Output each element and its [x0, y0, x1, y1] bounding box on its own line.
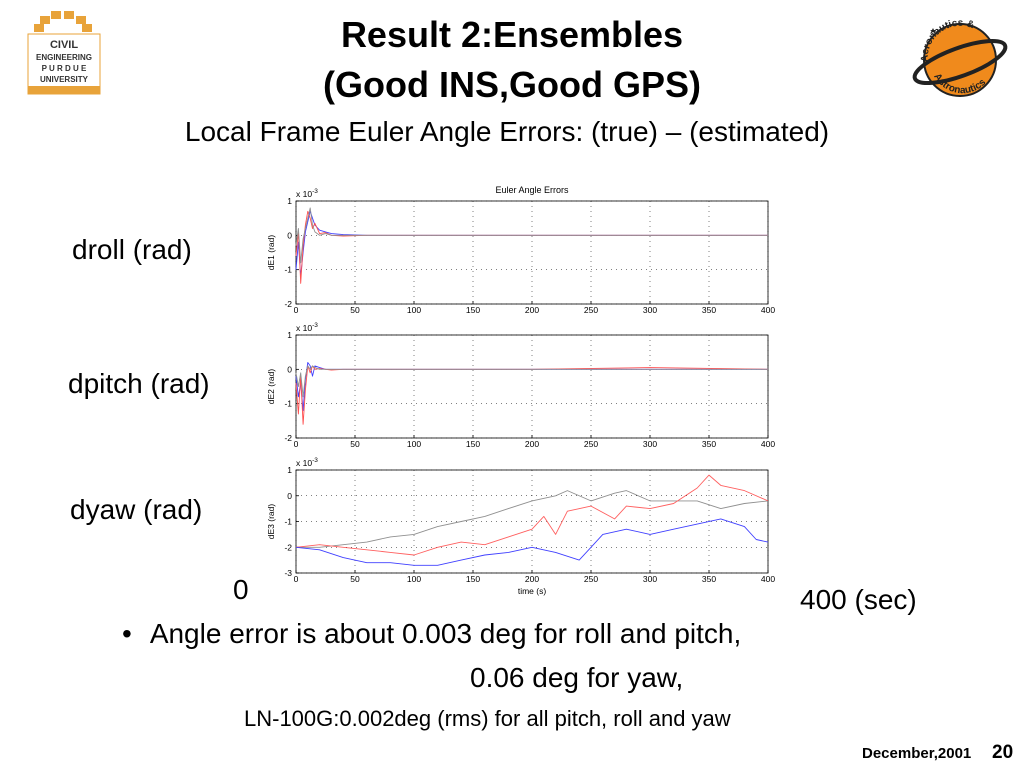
ln100g-note: LN-100G:0.002deg (rms) for all pitch, ro… [244, 706, 731, 731]
x-tick-label: 50 [350, 305, 360, 315]
x-tick-label: 0 [294, 439, 299, 449]
y-tick-label: 0 [287, 364, 292, 374]
x-tick-label: 150 [466, 305, 480, 315]
chart-title: Euler Angle Errors [495, 185, 569, 195]
logo-line-1: CIVIL [50, 39, 78, 51]
bullet-text: Angle error is about 0.003 deg for roll … [149, 618, 742, 649]
x-tick-label: 350 [702, 305, 716, 315]
y-axis-label: dE1 (rad) [266, 235, 276, 271]
x-tick-label: 200 [525, 439, 539, 449]
y-tick-label: -2 [284, 299, 292, 309]
exponent-label: x 10-3 [296, 457, 318, 468]
x-tick-label: 200 [525, 574, 539, 584]
slide-title-line-1: Result 2:Ensembles [340, 14, 684, 55]
civil-engineering-purdue-logo: CIVIL ENGINEERING P U R D U E UNIVERSITY [27, 11, 101, 95]
logo-arch [34, 11, 92, 32]
y-axis-label: dE2 (rad) [266, 369, 276, 405]
x-tick-label: 200 [525, 305, 539, 315]
y-tick-label: 0 [287, 230, 292, 240]
bullet-item: • Angle error is about 0.003 deg for roll… [122, 618, 741, 650]
slide-subtitle: Local Frame Euler Angle Errors: (true) –… [184, 116, 830, 147]
y-tick-label: 1 [287, 465, 292, 475]
bullet-dot-icon: • [122, 618, 132, 649]
y-tick-label: -2 [284, 542, 292, 552]
x-tick-label: 150 [466, 439, 480, 449]
x-tick-label: 250 [584, 439, 598, 449]
x-tick-label: 50 [350, 574, 360, 584]
y-tick-label: 1 [287, 196, 292, 206]
y-axis-label: dE3 (rad) [266, 504, 276, 540]
y-tick-label: -1 [284, 265, 292, 275]
y-tick-label: -3 [284, 568, 292, 578]
time-start-label: 0 [233, 574, 249, 605]
y-tick-label: -1 [284, 517, 292, 527]
x-tick-label: 300 [643, 574, 657, 584]
x-tick-label: 350 [702, 574, 716, 584]
droll-label: droll (rad) [72, 234, 192, 265]
x-tick-label: 250 [584, 574, 598, 584]
x-tick-label: 300 [643, 305, 657, 315]
series-line-2 [295, 474, 769, 556]
y-tick-label: 1 [287, 330, 292, 340]
x-tick-label: 400 [761, 574, 775, 584]
series-line-3 [295, 365, 768, 398]
x-tick-label: 400 [761, 439, 775, 449]
aeronautics-astronautics-logo: Aeronautics & Astronautics [912, 18, 1008, 97]
subplot-3: 0 50 100 150 200 250 300 350 400 -3 -2 -1 0 1 x 10-3 dE… [266, 457, 775, 596]
x-tick-label: 350 [702, 439, 716, 449]
dpitch-label: dpitch (rad) [68, 368, 210, 399]
series-line-3 [295, 207, 768, 264]
exponent-label: x 10-3 [296, 188, 318, 199]
y-tick-label: -1 [284, 399, 292, 409]
x-tick-label: 100 [407, 305, 421, 315]
x-tick-label: 150 [466, 574, 480, 584]
slide-title-line-2: (Good INS,Good GPS) [323, 64, 701, 105]
logo-line-3: P U R D U E [42, 64, 87, 73]
x-tick-label: 300 [643, 439, 657, 449]
x-tick-label: 100 [407, 439, 421, 449]
x-tick-label: 0 [294, 305, 299, 315]
series-line-1 [296, 490, 769, 548]
bullet-continuation: 0.06 deg for yaw, [470, 662, 684, 693]
page-number: 20 [992, 742, 1014, 763]
y-tick-label: -2 [284, 433, 292, 443]
dyaw-label: dyaw (rad) [70, 494, 203, 525]
x-tick-label: 250 [584, 305, 598, 315]
logo-line-2: ENGINEERING [36, 53, 92, 62]
time-end-label: 400 (sec) [800, 584, 917, 615]
x-tick-label: 50 [350, 439, 360, 449]
star-icon [930, 28, 936, 34]
x-tick-label: 400 [761, 305, 775, 315]
x-axis-label: time (s) [518, 586, 547, 596]
x-tick-label: 100 [407, 574, 421, 584]
subplot-2: 0 50 100 150 200 250 300 350 400 -2 -1 0 1 x 10-3 dE2 … [266, 322, 775, 449]
y-tick-label: 0 [287, 491, 292, 501]
exponent-label: x 10-3 [296, 322, 318, 333]
logo-line-4: UNIVERSITY [40, 75, 89, 84]
x-tick-label: 0 [294, 574, 299, 584]
subplot-1: 0 50 100 150 200 250 300 350 400 -2 -1 0 1 x 10-3 dE1 … [266, 185, 775, 315]
series-line-3 [295, 518, 769, 566]
footer-date: December,2001 [862, 745, 972, 762]
